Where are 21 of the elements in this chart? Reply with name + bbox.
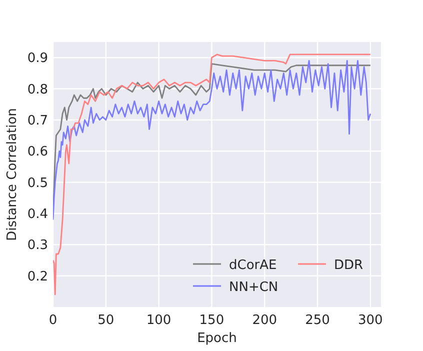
y-tick-label: 0.6 [27,144,48,160]
x-tick-label: 250 [305,313,330,328]
x-tick-label: 0 [48,313,58,328]
y-tick-label: 0.5 [27,176,48,191]
x-tick-label: 50 [98,313,114,328]
x-tick-label: 150 [199,313,224,328]
y-tick-label: 0.3 [27,238,48,254]
y-tick-label: 0.8 [27,82,48,98]
y-tick-label: 0.2 [27,269,48,284]
x-tick-label: 100 [146,313,172,328]
x-tick-label: 300 [358,313,383,328]
y-tick-label: 0.9 [27,51,48,66]
y-tick-label: 0.4 [27,206,48,222]
line-series [53,54,372,296]
y-tick-label: 0.7 [27,113,48,128]
legend-label: DDR [334,258,364,273]
y-axis-title: Distance Correlation [5,108,20,241]
legend-label: NN+CN [229,280,278,295]
x-axis-title: Epoch [197,331,237,346]
legend-label: dCorAE [229,258,277,273]
x-tick-label: 200 [252,313,278,328]
